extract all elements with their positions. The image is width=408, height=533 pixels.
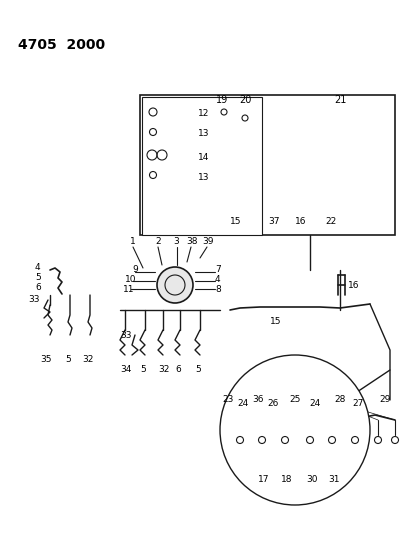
Text: 25: 25 xyxy=(289,395,301,405)
Text: 17: 17 xyxy=(258,475,270,484)
Text: 19: 19 xyxy=(216,95,228,105)
Text: 6: 6 xyxy=(35,284,41,293)
Text: 5: 5 xyxy=(65,356,71,365)
Text: 29: 29 xyxy=(379,395,391,405)
Text: 8: 8 xyxy=(215,286,221,295)
Text: 24: 24 xyxy=(309,400,321,408)
Bar xyxy=(140,95,395,235)
Text: 18: 18 xyxy=(281,475,293,484)
Text: 30: 30 xyxy=(306,475,317,484)
Text: 1: 1 xyxy=(130,238,136,246)
Text: 14: 14 xyxy=(198,152,209,161)
Text: 32: 32 xyxy=(82,356,93,365)
Text: 21: 21 xyxy=(334,95,346,105)
Text: 32: 32 xyxy=(158,366,169,375)
Text: 22: 22 xyxy=(325,217,336,227)
Text: 26: 26 xyxy=(267,400,279,408)
Text: 31: 31 xyxy=(328,475,339,484)
Text: 3: 3 xyxy=(173,238,179,246)
Text: 33: 33 xyxy=(28,295,40,304)
Text: 2: 2 xyxy=(155,238,161,246)
Text: 13: 13 xyxy=(198,173,209,182)
Text: 15: 15 xyxy=(270,318,282,327)
Text: 23: 23 xyxy=(222,395,234,405)
Text: 20: 20 xyxy=(239,95,251,105)
Text: 5: 5 xyxy=(140,366,146,375)
Text: 38: 38 xyxy=(186,238,197,246)
Text: 16: 16 xyxy=(348,280,359,289)
Text: 27: 27 xyxy=(353,400,364,408)
Text: 33: 33 xyxy=(120,330,131,340)
Text: 16: 16 xyxy=(295,217,306,227)
Circle shape xyxy=(157,267,193,303)
Text: 13: 13 xyxy=(198,130,209,139)
Circle shape xyxy=(220,355,370,505)
Text: 28: 28 xyxy=(334,395,346,405)
Text: 15: 15 xyxy=(230,217,242,227)
Text: 35: 35 xyxy=(40,356,51,365)
Text: 39: 39 xyxy=(202,238,213,246)
Text: 34: 34 xyxy=(120,366,131,375)
Text: 10: 10 xyxy=(124,276,136,285)
Text: 7: 7 xyxy=(215,265,221,274)
Text: 5: 5 xyxy=(195,366,201,375)
Text: 4705  2000: 4705 2000 xyxy=(18,38,105,52)
Text: 12: 12 xyxy=(198,109,209,118)
Text: 24: 24 xyxy=(237,400,248,408)
Text: 36: 36 xyxy=(252,395,264,405)
Text: 9: 9 xyxy=(132,265,138,274)
Text: 6: 6 xyxy=(175,366,181,375)
Text: 4: 4 xyxy=(215,276,221,285)
Bar xyxy=(142,97,262,235)
Text: 4: 4 xyxy=(35,263,41,272)
Text: 5: 5 xyxy=(35,273,41,282)
Text: 37: 37 xyxy=(268,217,279,227)
Text: 11: 11 xyxy=(122,286,134,295)
